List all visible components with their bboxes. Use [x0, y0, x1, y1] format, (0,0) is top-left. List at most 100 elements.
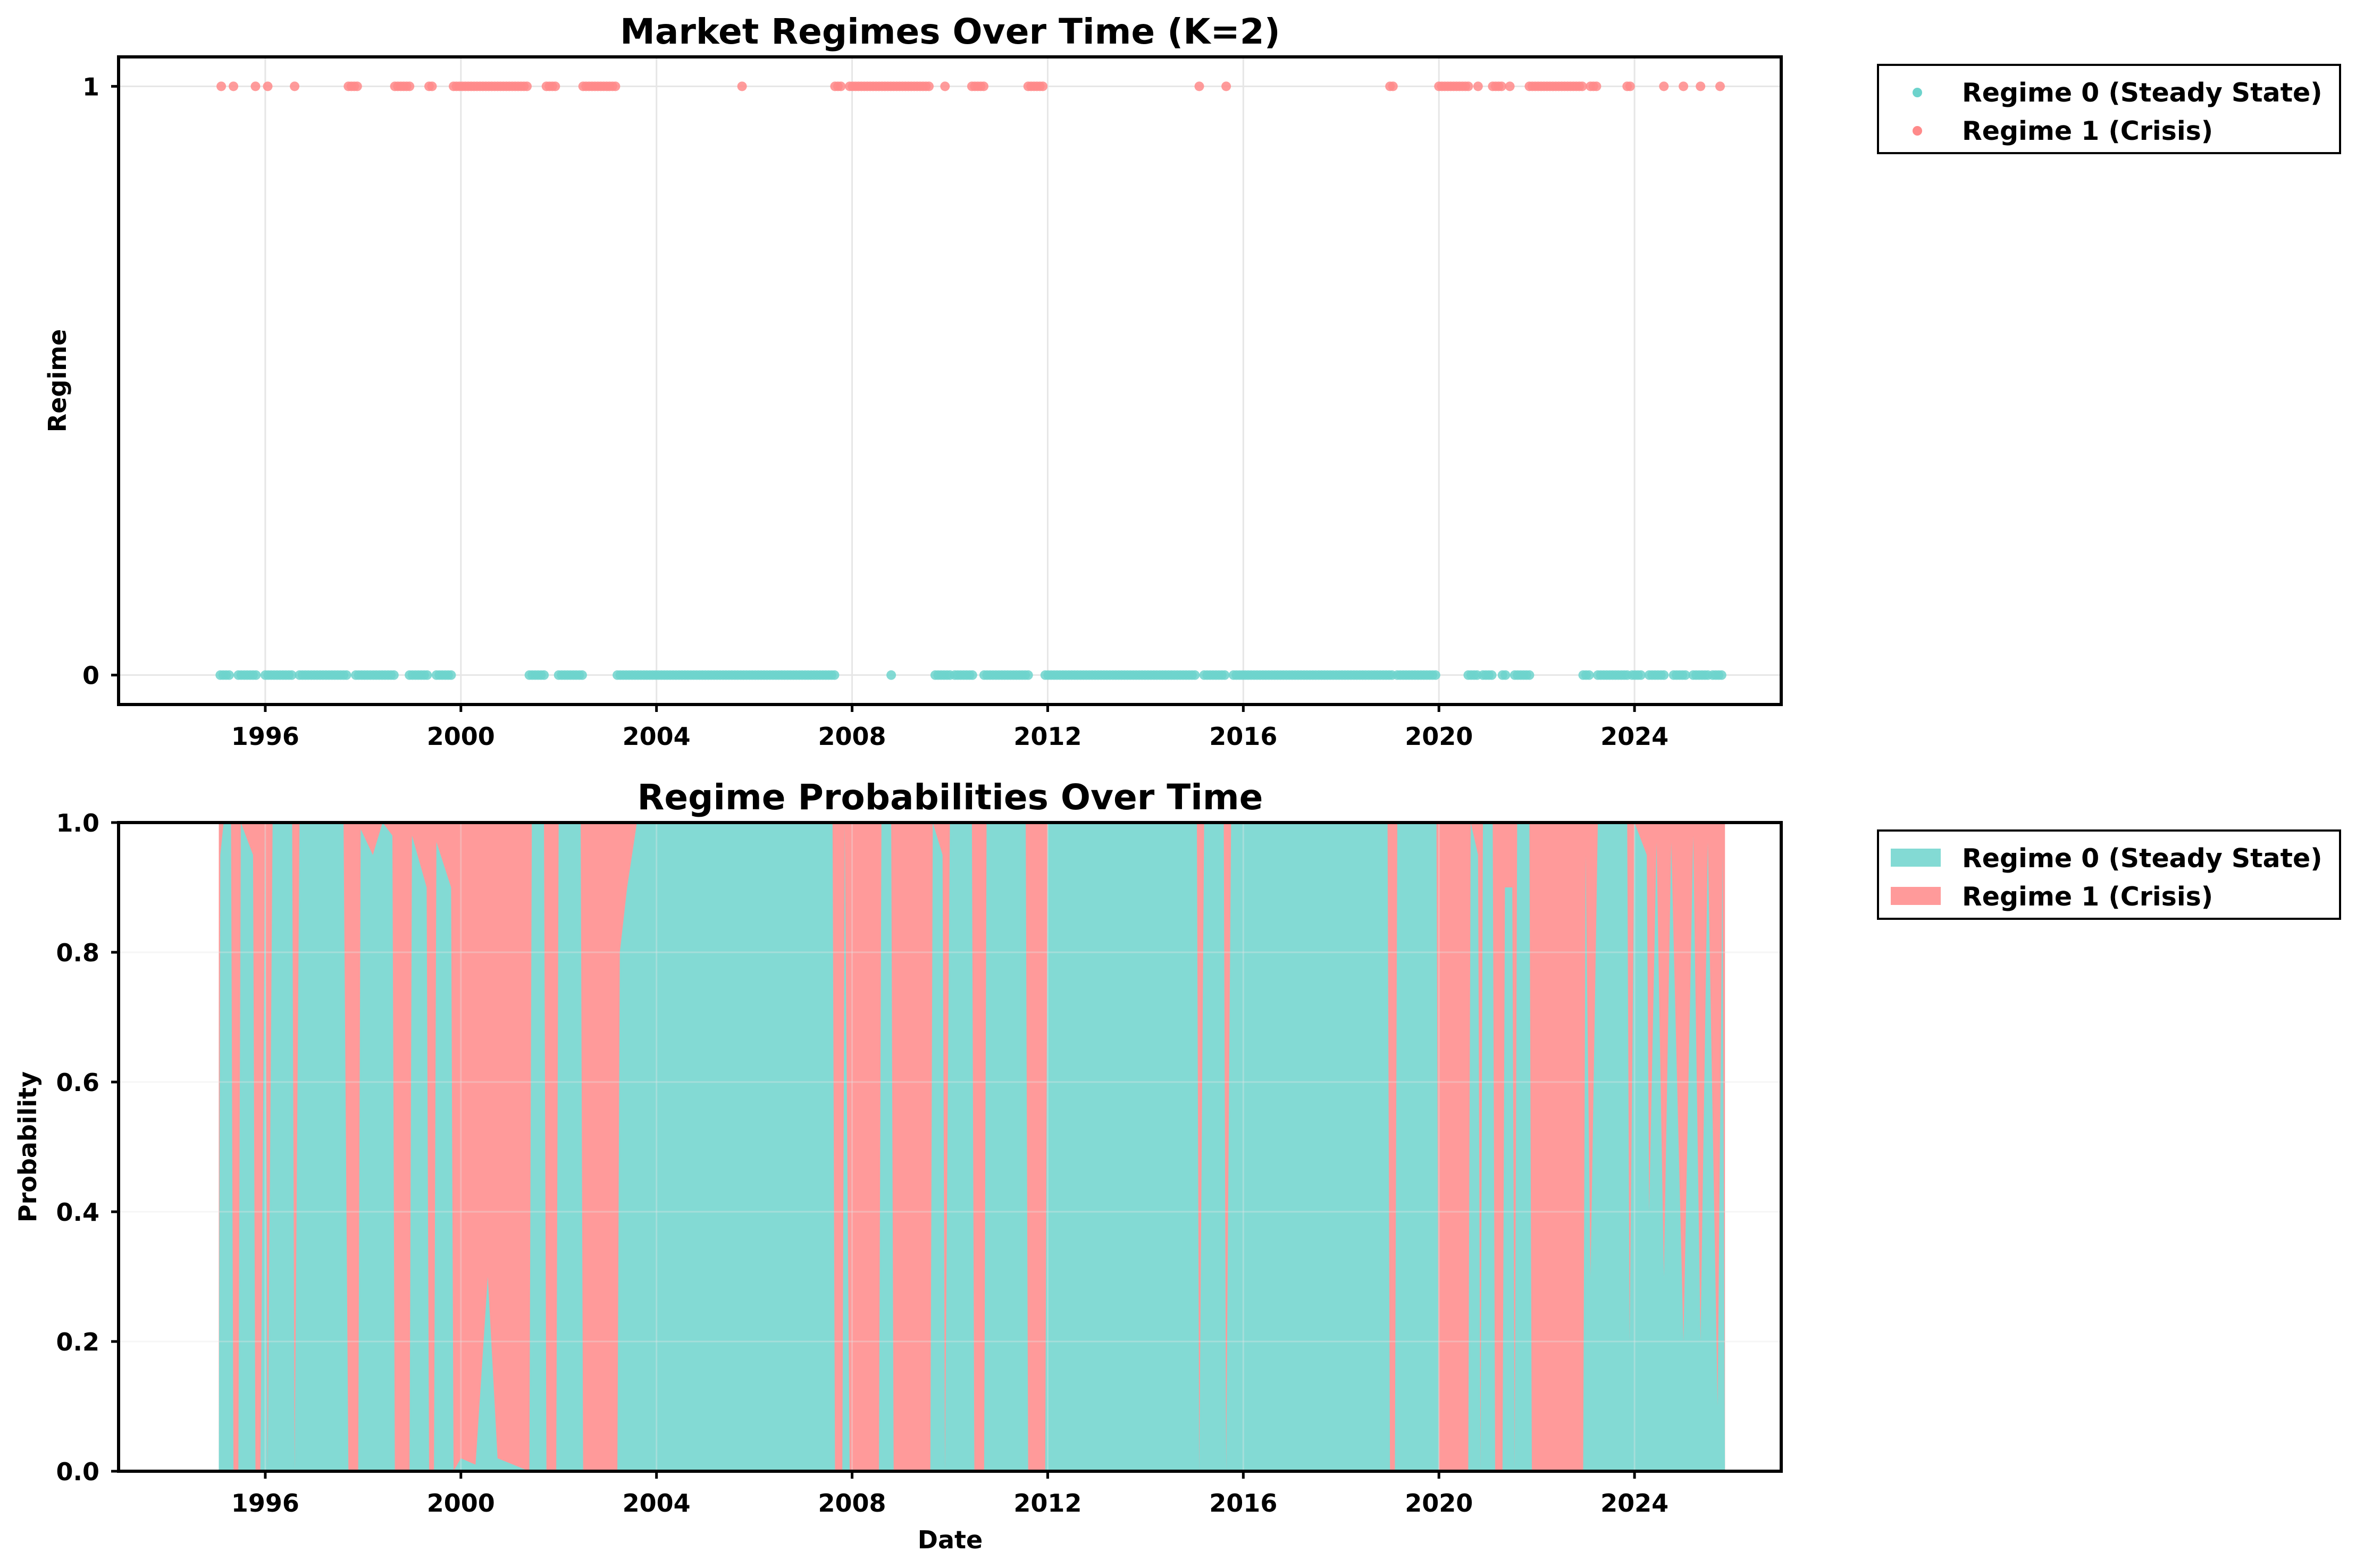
- regimes-point-0: [1584, 670, 1594, 680]
- regimes-point-1: [550, 81, 560, 91]
- regimes-point-0: [1716, 670, 1726, 680]
- regimes-point-1: [1715, 81, 1725, 91]
- probabilities-legend-box: [1877, 829, 2341, 920]
- regimes-chart-y-label: Regime: [43, 329, 72, 432]
- regimes-point-1: [1388, 81, 1398, 91]
- regimes-x-tick-label-2024: 2024: [1600, 722, 1669, 751]
- regimes-point-1: [1496, 81, 1506, 91]
- regimes-x-tick-label-2016: 2016: [1209, 722, 1277, 751]
- probabilities-legend-swatch-regime-1: [1891, 887, 1941, 905]
- probabilities-y-tick-label-0.6: 0.6: [56, 1068, 100, 1097]
- regimes-point-0: [287, 670, 297, 680]
- regimes-point-1: [427, 81, 437, 91]
- probabilities-area-regime-0: [219, 823, 1725, 1471]
- probabilities-chart-frame: [117, 821, 1783, 1473]
- regimes-legend-marker-regime-0: [1913, 88, 1922, 97]
- regimes-point-0: [1680, 670, 1690, 680]
- regimes-point-0: [251, 670, 261, 680]
- regimes-chart-frame: [117, 55, 1783, 706]
- regimes-point-1: [1194, 81, 1204, 91]
- regimes-x-tick-label-2008: 2008: [818, 722, 886, 751]
- regimes-chart-title: Market Regimes Over Time (K=2): [620, 11, 1280, 52]
- regimes-point-0: [539, 670, 549, 680]
- regimes-point-1: [737, 81, 747, 91]
- regimes-point-0: [1190, 670, 1200, 680]
- regimes-legend-marker-regime-1: [1913, 126, 1922, 136]
- regimes-point-1: [979, 81, 988, 91]
- probabilities-legend-swatch-regime-0: [1891, 849, 1941, 867]
- regimes-x-tick-label-2020: 2020: [1405, 722, 1473, 751]
- regimes-point-0: [446, 670, 456, 680]
- probabilities-y-tick-label-0.4: 0.4: [56, 1198, 100, 1227]
- regimes-point-1: [1505, 81, 1515, 91]
- regimes-point-1: [1679, 81, 1689, 91]
- regimes-point-1: [1591, 81, 1602, 91]
- regimes-point-0: [224, 670, 234, 680]
- regimes-point-1: [1473, 81, 1483, 91]
- regimes-point-1: [1221, 81, 1231, 91]
- regimes-x-tick-label-1996: 1996: [231, 722, 299, 751]
- regimes-series-1: [216, 81, 1725, 91]
- probabilities-chart-y-label: Probability: [13, 1071, 42, 1222]
- regimes-point-1: [263, 81, 273, 91]
- probabilities-x-tick-label-2008: 2008: [818, 1489, 886, 1517]
- probabilities-x-tick-label-2004: 2004: [623, 1489, 691, 1517]
- regimes-x-tick-label-2004: 2004: [623, 722, 691, 751]
- regimes-point-0: [389, 670, 399, 680]
- probabilities-chart-x-axis: 1996 2000 2004 2008 2012 2016 2020 2024: [231, 1471, 1669, 1517]
- regimes-point-1: [610, 81, 621, 91]
- regimes-chart-points: [215, 81, 1726, 680]
- regimes-point-1: [1696, 81, 1706, 91]
- regimes-point-1: [250, 81, 261, 91]
- regimes-point-1: [1577, 81, 1587, 91]
- probabilities-y-tick-label-1.0: 1.0: [56, 809, 100, 837]
- probabilities-x-tick-label-2024: 2024: [1600, 1489, 1669, 1517]
- regimes-point-0: [422, 670, 432, 680]
- probabilities-x-tick-label-2012: 2012: [1013, 1489, 1081, 1517]
- probabilities-y-tick-label-0.0: 0.0: [56, 1457, 100, 1486]
- regimes-y-tick-label-0: 0: [82, 661, 99, 690]
- regimes-legend-box: [1877, 64, 2341, 154]
- regimes-point-0: [1659, 670, 1669, 680]
- regimes-point-1: [836, 81, 846, 91]
- probabilities-chart-areas: [219, 823, 1725, 1471]
- probabilities-y-tick-label-0.8: 0.8: [56, 938, 100, 967]
- regimes-legend-label-regime-0: Regime 0 (Steady State): [1962, 78, 2323, 108]
- probabilities-legend-label-regime-0: Regime 0 (Steady State): [1962, 843, 2323, 874]
- regimes-point-0: [829, 670, 840, 680]
- regimes-point-1: [522, 81, 532, 91]
- regimes-point-0: [1023, 670, 1033, 680]
- regimes-point-1: [405, 81, 415, 91]
- regimes-point-1: [216, 81, 227, 91]
- regimes-y-tick-label-1: 1: [82, 72, 99, 101]
- probabilities-x-tick-label-2020: 2020: [1405, 1489, 1473, 1517]
- regimes-point-0: [1487, 670, 1497, 680]
- probabilities-x-tick-label-1996: 1996: [231, 1489, 299, 1517]
- probabilities-chart-title: Regime Probabilities Over Time: [638, 777, 1263, 818]
- regimes-point-0: [1500, 670, 1511, 680]
- probabilities-x-tick-label-2016: 2016: [1209, 1489, 1277, 1517]
- probabilities-y-tick-label-0.2: 0.2: [56, 1328, 100, 1356]
- regimes-point-0: [1524, 670, 1535, 680]
- regimes-point-1: [924, 81, 934, 91]
- regimes-point-1: [290, 81, 300, 91]
- probabilities-chart: Regime Probabilities Over Time 1996 2000 2…: [13, 777, 2341, 1554]
- regimes-chart: Market Regimes Over Time (K=2) 1996 2000 2…: [43, 11, 2341, 751]
- regimes-x-tick-label-2000: 2000: [427, 722, 495, 751]
- probabilities-chart-y-axis: 0.0 0.2 0.4 0.6 0.8 1.0: [56, 809, 119, 1486]
- regimes-point-0: [967, 670, 977, 680]
- regimes-chart-legend: Regime 0 (Steady State) Regime 1 (Crisis…: [1877, 64, 2341, 154]
- regimes-chart-x-axis: 1996 2000 2004 2008 2012 2016 2020 2024: [231, 705, 1669, 751]
- regimes-legend-label-regime-1: Regime 1 (Crisis): [1962, 116, 2213, 146]
- regimes-chart-grid: [119, 57, 1781, 705]
- probabilities-chart-x-label: Date: [918, 1525, 983, 1554]
- regimes-point-0: [1220, 670, 1230, 680]
- regimes-x-tick-label-2012: 2012: [1013, 722, 1081, 751]
- regimes-point-0: [577, 670, 587, 680]
- regimes-point-1: [940, 81, 950, 91]
- regimes-point-0: [886, 670, 896, 680]
- regimes-point-1: [229, 81, 239, 91]
- regimes-point-1: [1659, 81, 1669, 91]
- regimes-point-1: [352, 81, 362, 91]
